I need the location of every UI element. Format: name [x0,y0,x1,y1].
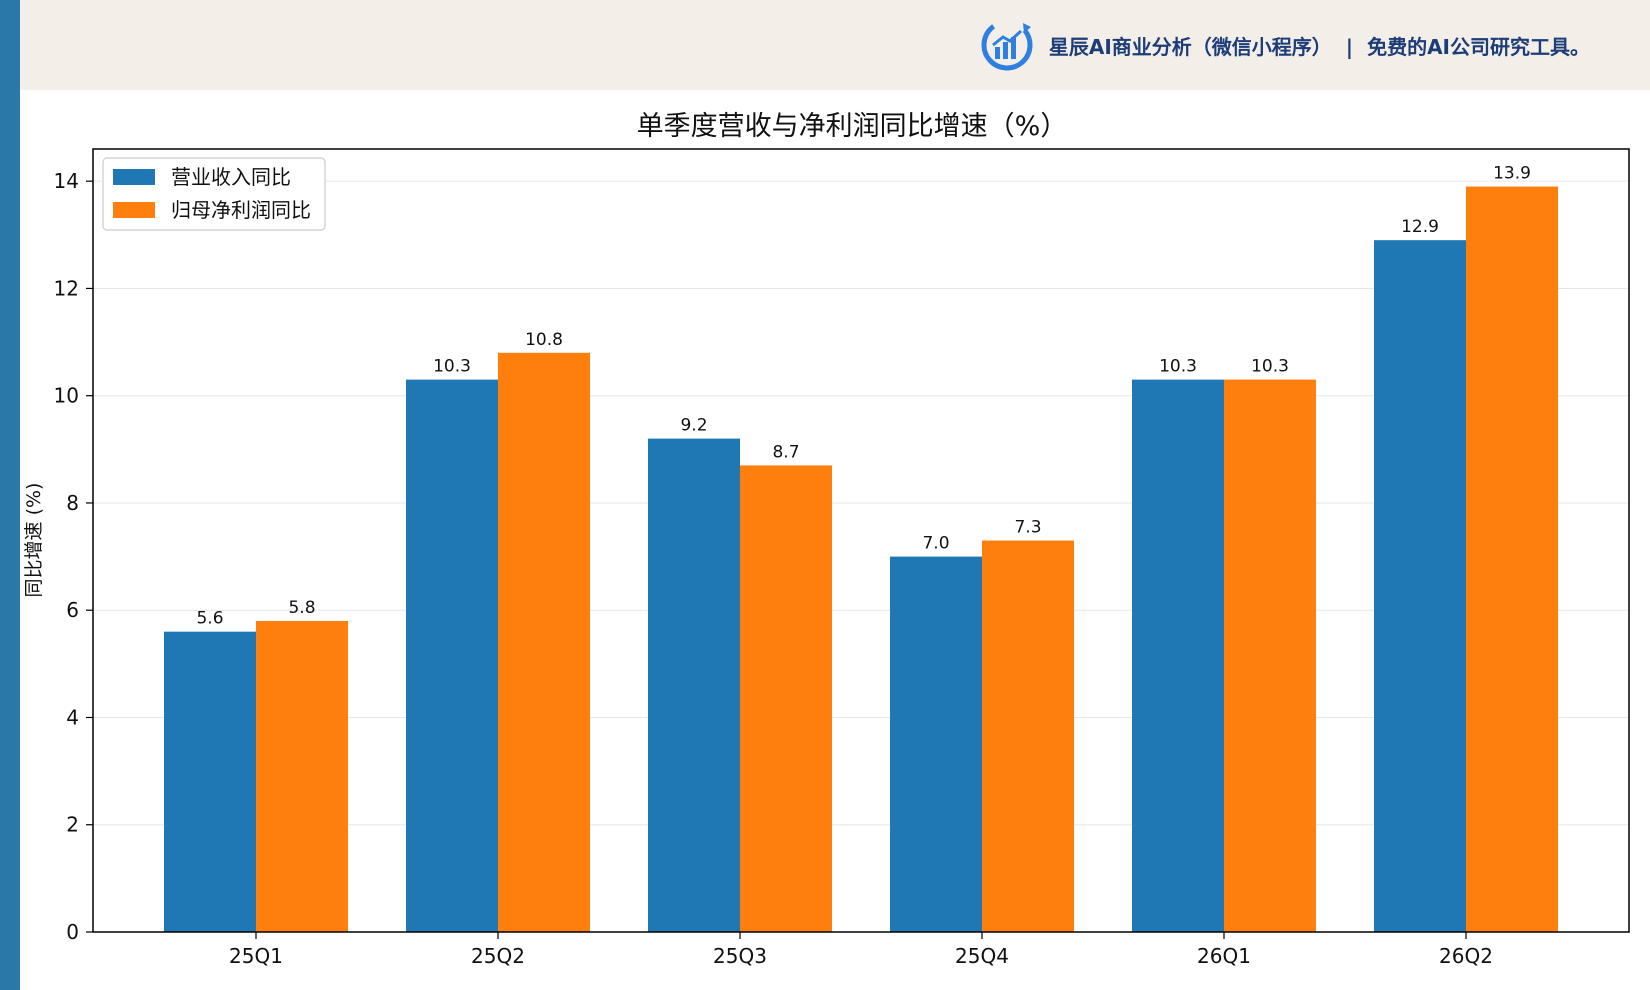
legend: 营业收入同比 归母净利润同比 [102,157,326,231]
data-label-profit-25Q2: 10.8 [525,330,563,350]
y-tick-label: 14 [54,169,79,193]
plot-frame [92,148,1630,933]
bar-revenue-25Q3 [648,438,740,932]
data-label-profit-25Q1: 5.8 [288,598,315,618]
x-axis-ticks: 25Q1 25Q2 25Q3 25Q4 26Q1 26Q2 [229,932,1493,968]
bar-profit-25Q3 [740,465,832,932]
x-tick-label-25Q1: 25Q1 [229,944,283,968]
header-band: 星辰AI商业分析（微信小程序） | 免费的AI公司研究工具。 [20,0,1650,90]
bar-profit-26Q1 [1224,379,1316,932]
bar-profit-25Q1 [256,620,348,932]
bar-profit-25Q2 [498,352,590,932]
data-label-revenue-25Q4: 7.0 [922,534,949,554]
brand-tagline: 免费的AI公司研究工具。 [1367,34,1590,59]
chart-title: 单季度营收与净利润同比增速（%） [637,111,1068,142]
legend-swatch-profit [113,202,155,218]
data-label-profit-25Q4: 7.3 [1014,518,1041,538]
x-tick-label-25Q3: 25Q3 [713,944,767,968]
legend-swatch-revenue [113,169,155,185]
bar-revenue-25Q1 [164,631,256,932]
x-tick-label-26Q1: 26Q1 [1197,944,1251,968]
data-label-revenue-26Q2: 12.9 [1401,217,1439,237]
y-axis-ticks: 0 2 4 6 8 10 12 14 [54,169,93,944]
y-tick-label: 10 [54,384,79,408]
brand-text: 星辰AI商业分析（微信小程序） | 免费的AI公司研究工具。 [1049,31,1590,60]
legend-label-revenue: 营业收入同比 [171,165,291,189]
bar-revenue-25Q4 [890,556,982,932]
bar-revenue-26Q2 [1374,240,1466,932]
left-accent-bar [0,0,20,990]
legend-box [102,157,326,231]
data-label-profit-26Q2: 13.9 [1493,164,1531,184]
bar-revenue-26Q1 [1132,379,1224,932]
data-label-revenue-25Q1: 5.6 [196,609,223,629]
data-label-revenue-25Q2: 10.3 [433,357,471,377]
data-labels: 5.6 5.8 10.3 10.8 9.2 8.7 7.0 7.3 10.3 10.3 12.9 13… [196,164,1530,629]
bar-profit-25Q4 [982,540,1074,932]
data-label-profit-25Q3: 8.7 [772,442,799,462]
grid-lines [93,180,1629,826]
data-label-revenue-26Q1: 10.3 [1159,357,1197,377]
legend-label-profit: 归母净利润同比 [171,198,311,222]
bar-profit-26Q2 [1466,186,1558,933]
y-tick-label: 6 [66,598,79,622]
y-tick-label: 2 [66,813,79,837]
brand-logo-icon [981,19,1033,71]
y-tick-label: 0 [66,920,79,944]
y-axis-label: 同比增速 (%) [23,483,45,598]
y-tick-label: 12 [54,276,79,300]
brand-name: 星辰AI商业分析（微信小程序） [1048,34,1332,59]
x-tick-label-25Q2: 25Q2 [471,944,525,968]
y-tick-label: 8 [66,491,79,515]
brand[interactable]: 星辰AI商业分析（微信小程序） | 免费的AI公司研究工具。 [979,18,1590,72]
data-label-revenue-25Q3: 9.2 [680,416,707,436]
bar-revenue-25Q2 [406,379,498,932]
x-tick-label-25Q4: 25Q4 [955,944,1009,968]
y-tick-label: 4 [66,705,79,729]
data-label-profit-26Q1: 10.3 [1251,357,1289,377]
x-tick-label-26Q2: 26Q2 [1439,944,1493,968]
bars [164,186,1558,933]
brand-separator: | [1345,34,1354,59]
